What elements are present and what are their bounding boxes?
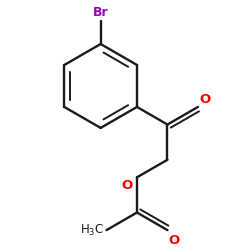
Text: O: O	[169, 234, 180, 247]
Text: O: O	[122, 180, 133, 192]
Text: H$_3$C: H$_3$C	[80, 222, 104, 238]
Text: O: O	[199, 92, 210, 106]
Text: Br: Br	[93, 6, 108, 19]
